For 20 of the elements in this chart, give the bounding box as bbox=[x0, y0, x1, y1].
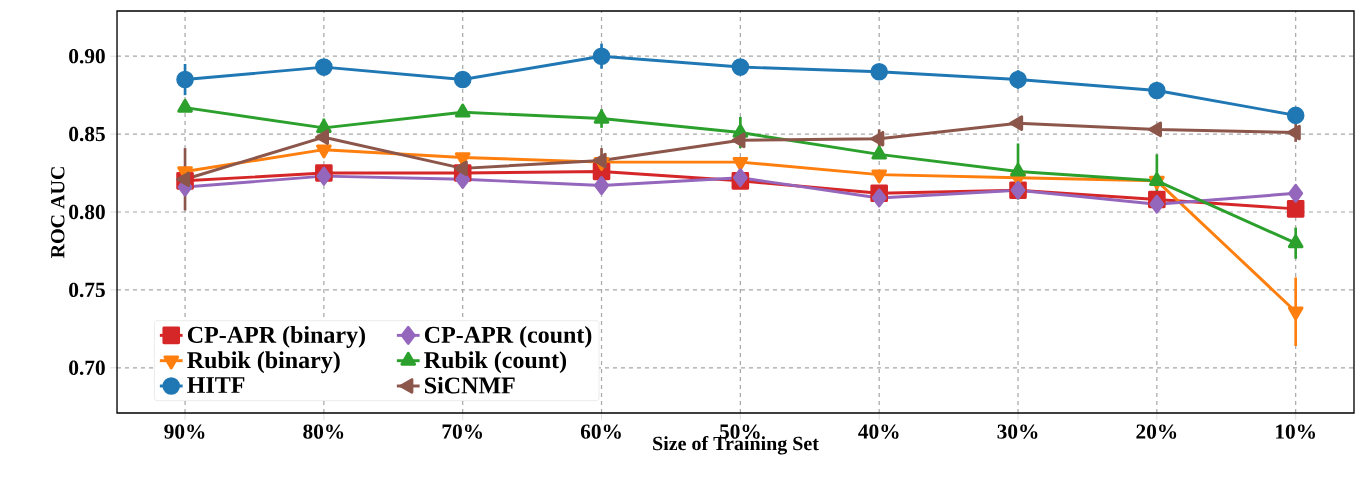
x-tick-label: 20% bbox=[1136, 424, 1177, 439]
x-tick-label: 80% bbox=[303, 424, 344, 439]
legend-label: SiCNMF bbox=[425, 376, 515, 394]
x-tick-label: 40% bbox=[858, 424, 899, 439]
x-tick-label: 70% bbox=[442, 424, 483, 439]
x-tick-label: 30% bbox=[997, 424, 1038, 439]
legend-label: Rubik (binary) bbox=[187, 351, 340, 374]
legend-label: CP-APR (binary) bbox=[187, 326, 365, 348]
legend-label: CP-APR (count) bbox=[424, 326, 592, 348]
legend-label: HITF bbox=[187, 377, 245, 393]
y-tick-label: 0.80 bbox=[69, 204, 105, 220]
y-axis-title: ROC AUC bbox=[51, 167, 65, 259]
y-tick-label: 0.75 bbox=[69, 282, 105, 298]
y-tick-label: 0.70 bbox=[69, 360, 105, 376]
y-tick-label: 0.85 bbox=[69, 126, 105, 142]
legend-label: Rubik (count) bbox=[424, 351, 567, 374]
x-tick-label: 10% bbox=[1276, 424, 1315, 439]
x-tick-label: 90% bbox=[164, 424, 205, 439]
x-tick-label: 60% bbox=[580, 424, 621, 439]
y-tick-label: 0.90 bbox=[69, 48, 105, 64]
